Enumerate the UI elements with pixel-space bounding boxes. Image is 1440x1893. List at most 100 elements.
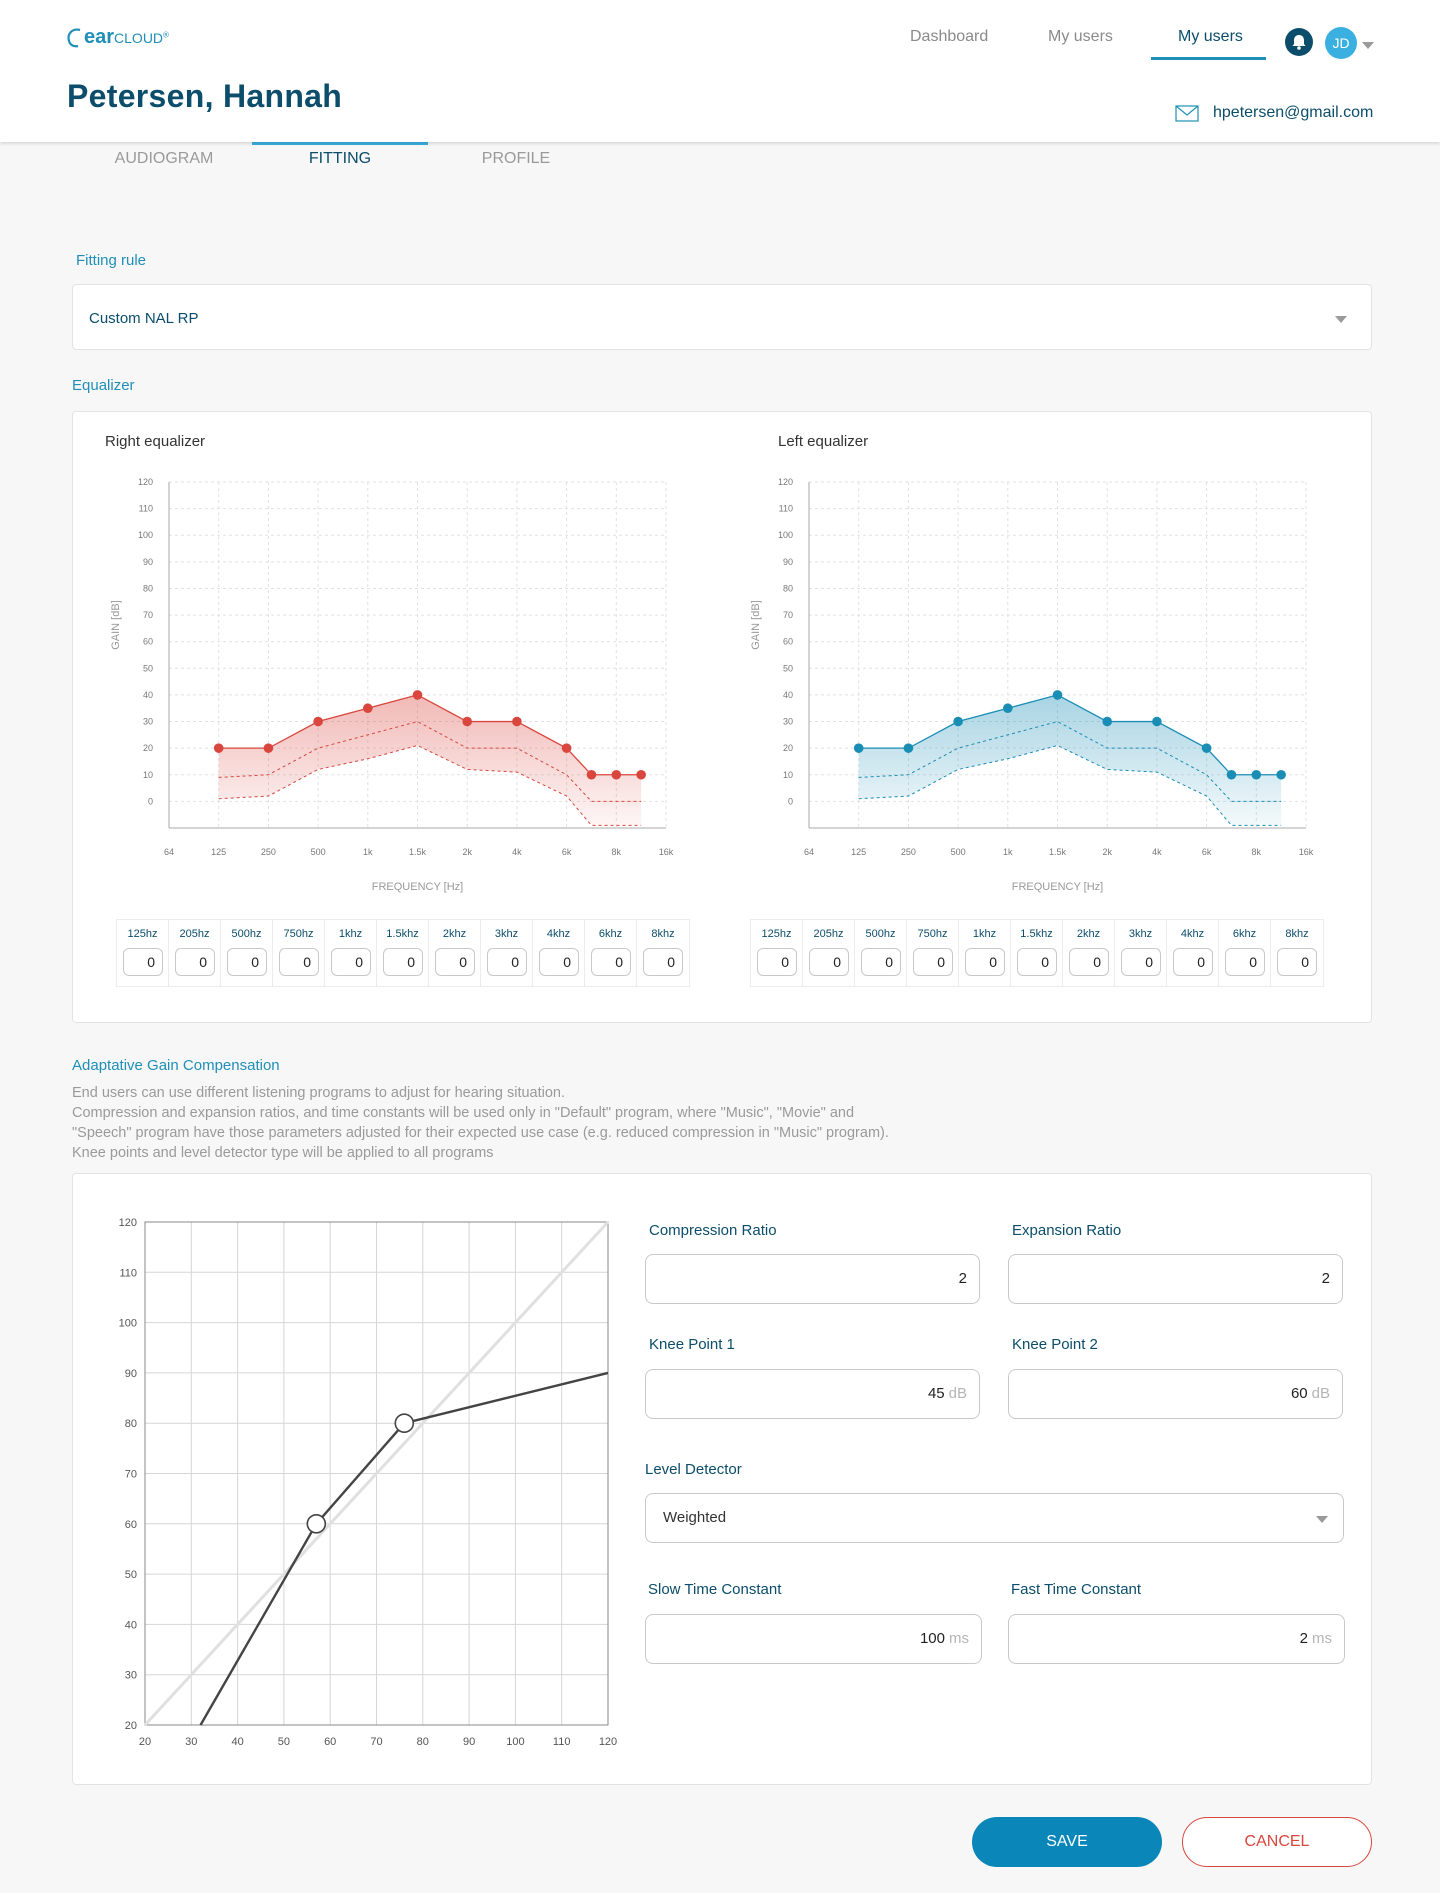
right-eq-y-tick-label: 80 bbox=[143, 583, 153, 593]
agc-gain-chart[interactable]: 20 30 40 50 60 70 80 90 100 110 120 20 30 40 50 60 70 80 9… bbox=[100, 1210, 640, 1765]
right-eq-data-point bbox=[213, 743, 224, 753]
agc-y-tick-label: 120 bbox=[119, 1217, 137, 1229]
fast-time-constant-field: 2 ms bbox=[1300, 1630, 1332, 1647]
left-band-input[interactable]: 0 bbox=[1069, 948, 1109, 976]
user-menu-chevron-down-icon[interactable] bbox=[1362, 42, 1374, 49]
right-band-input[interactable]: 0 bbox=[383, 948, 423, 976]
left-band-label: 125hz bbox=[761, 928, 792, 940]
right-eq-series-line bbox=[218, 744, 642, 826]
left-eq-x-tick-label: 1.5k bbox=[1049, 847, 1067, 857]
patient-email[interactable]: hpetersen@gmail.com bbox=[1213, 104, 1374, 121]
right-eq-x-tick-label: 125 bbox=[211, 847, 226, 857]
right-equalizer-title: Right equalizer bbox=[105, 433, 206, 450]
right-band-input[interactable]: 0 bbox=[539, 948, 579, 976]
nav-dashboard[interactable]: Dashboard bbox=[910, 28, 989, 45]
agc-x-tick-label: 120 bbox=[599, 1736, 617, 1748]
notifications-button[interactable] bbox=[1285, 28, 1313, 56]
left-eq-y-tick-label: 70 bbox=[783, 610, 793, 620]
right-eq-y-tick-label: 100 bbox=[138, 530, 153, 540]
left-band-input[interactable]: 0 bbox=[1017, 948, 1057, 976]
right-band-cell: 2khz 0 bbox=[429, 920, 481, 986]
right-eq-data-point bbox=[363, 703, 373, 714]
right-band-cell: 8khz 0 bbox=[637, 920, 689, 986]
left-band-input[interactable]: 0 bbox=[809, 948, 849, 976]
agc-x-tick-label: 60 bbox=[324, 1736, 336, 1748]
expansion-ratio-input[interactable]: 2 bbox=[1008, 1254, 1343, 1304]
left-eq-y-tick-label: 20 bbox=[783, 743, 793, 753]
knee-point-1-field: 45 dB bbox=[928, 1385, 967, 1402]
right-band-input[interactable]: 0 bbox=[643, 948, 683, 976]
fitting-rule-select[interactable] bbox=[72, 284, 1372, 350]
left-band-input[interactable]: 0 bbox=[1121, 948, 1161, 976]
right-band-label: 500hz bbox=[231, 928, 262, 940]
right-band-input[interactable]: 0 bbox=[331, 948, 371, 976]
left-band-input[interactable]: 0 bbox=[861, 948, 901, 976]
left-eq-x-tick-label: 16k bbox=[1299, 847, 1314, 857]
left-eq-gain-area bbox=[858, 694, 1282, 826]
tab-audiogram[interactable]: AUDIOGRAM bbox=[114, 150, 214, 167]
right-band-input[interactable]: 0 bbox=[591, 948, 631, 976]
right-eq-data-point bbox=[636, 769, 646, 780]
left-band-cell: 750hz 0 bbox=[907, 920, 959, 986]
left-band-input[interactable]: 0 bbox=[1277, 948, 1317, 976]
right-band-input[interactable]: 0 bbox=[175, 948, 215, 976]
fitting-rule-chevron-down-icon[interactable] bbox=[1335, 316, 1347, 323]
left-band-label: 205hz bbox=[813, 928, 844, 940]
agc-description-line: "Speech" program have those parameters a… bbox=[72, 1125, 889, 1141]
left-eq-x-tick-label: 8k bbox=[1252, 847, 1262, 857]
tab-fitting[interactable]: FITTING bbox=[308, 150, 372, 167]
knee-point-1-input[interactable]: 45 dB bbox=[645, 1369, 980, 1419]
right-band-cell: 1khz 0 bbox=[325, 920, 377, 986]
level-detector-select[interactable]: Weighted bbox=[645, 1493, 1344, 1543]
nav-my-users[interactable]: My users bbox=[1048, 28, 1113, 45]
right-band-input[interactable]: 0 bbox=[227, 948, 267, 976]
right-band-table: 125hz 0 205hz 0 500hz 0 750hz 0 1khz 0 1.5khz 0 2khz… bbox=[116, 919, 690, 987]
right-eq-x-tick-label: 500 bbox=[311, 847, 326, 857]
compression-ratio-label: Compression Ratio bbox=[649, 1222, 777, 1239]
slow-time-constant-input[interactable]: 100 ms bbox=[645, 1614, 982, 1664]
right-eq-y-tick-label: 110 bbox=[139, 504, 153, 514]
nav-my-users-active[interactable]: My users bbox=[1178, 28, 1243, 45]
right-eq-x-tick-label: 4k bbox=[512, 847, 522, 857]
left-band-input[interactable]: 0 bbox=[965, 948, 1005, 976]
right-eq-x-tick-label: 16k bbox=[659, 847, 674, 857]
earcloud-logo[interactable]: earCLOUD® bbox=[66, 22, 169, 52]
left-band-input[interactable]: 0 bbox=[913, 948, 953, 976]
agc-y-tick-label: 40 bbox=[125, 1619, 137, 1631]
left-band-input[interactable]: 0 bbox=[1225, 948, 1265, 976]
right-band-cell: 500hz 0 bbox=[221, 920, 273, 986]
save-button[interactable]: SAVE bbox=[972, 1817, 1162, 1867]
right-eq-y-tick-label: 70 bbox=[143, 610, 153, 620]
user-avatar[interactable]: JD bbox=[1325, 27, 1357, 59]
right-band-cell: 1.5khz 0 bbox=[377, 920, 429, 986]
left-band-label: 500hz bbox=[865, 928, 896, 940]
left-band-input[interactable]: 0 bbox=[757, 948, 797, 976]
left-eq-y-tick-label: 30 bbox=[783, 717, 793, 727]
app-header: earCLOUD® Dashboard My users My users JD… bbox=[0, 0, 1440, 142]
right-band-input[interactable]: 0 bbox=[123, 948, 163, 976]
right-equalizer-chart[interactable]: 64 125 250 500 1k 1.5k 2k 4k 6k 8k 16k 0 10 20 30 40 50 6… bbox=[105, 470, 685, 900]
left-band-cell: 3khz 0 bbox=[1115, 920, 1167, 986]
fast-time-constant-input[interactable]: 2 ms bbox=[1008, 1614, 1345, 1664]
left-eq-y-tick-label: 80 bbox=[783, 583, 793, 593]
knee-point-2-field: 60 dB bbox=[1291, 1385, 1330, 1402]
left-band-input[interactable]: 0 bbox=[1173, 948, 1213, 976]
agc-gain-curve bbox=[199, 1371, 609, 1726]
left-equalizer-chart[interactable]: 64 125 250 500 1k 1.5k 2k 4k 6k 8k 16k 0 10 20 30 40 50 6… bbox=[745, 470, 1325, 900]
knee-point-2-input[interactable]: 60 dB bbox=[1008, 1369, 1343, 1419]
left-eq-data-point bbox=[1102, 716, 1112, 727]
tab-active-indicator bbox=[252, 142, 428, 145]
right-band-input[interactable]: 0 bbox=[279, 948, 319, 976]
left-eq-series-line bbox=[858, 721, 1282, 802]
right-eq-data-point bbox=[412, 690, 423, 700]
right-band-input[interactable]: 0 bbox=[487, 948, 527, 976]
expansion-ratio-label: Expansion Ratio bbox=[1012, 1222, 1122, 1239]
agc-reference-line bbox=[143, 1220, 610, 1727]
compression-ratio-input[interactable]: 2 bbox=[645, 1254, 980, 1304]
right-eq-y-tick-label: 90 bbox=[143, 557, 153, 567]
cancel-button[interactable]: CANCEL bbox=[1182, 1817, 1372, 1867]
right-band-input[interactable]: 0 bbox=[435, 948, 475, 976]
right-eq-y-tick-label: 50 bbox=[143, 663, 153, 673]
tab-profile[interactable]: PROFILE bbox=[481, 150, 551, 167]
knee-point-1-value: 45 bbox=[927, 1385, 945, 1402]
